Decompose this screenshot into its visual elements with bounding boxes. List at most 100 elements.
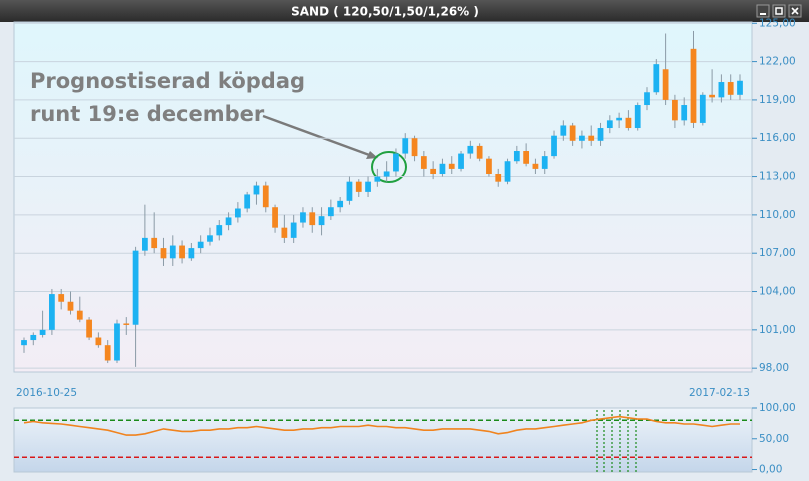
candle-body [95,337,102,346]
candle-body [606,120,613,129]
candle-body [169,245,176,259]
candle-body [179,245,185,259]
candle-body [39,329,46,335]
candle-body [114,323,120,361]
annotation-line: Prognostiserad köpdag [30,69,305,93]
candle-body [504,161,511,182]
candle-body [30,334,37,341]
y-tick-label: 113,00 [759,171,796,183]
candle-body [309,212,316,226]
candle-body [234,208,241,218]
candle-body [727,82,734,95]
annotation-line: runt 19:e december [30,102,265,126]
indicator-area [13,407,753,473]
candle-body [616,117,622,121]
annotation-arrow [262,114,373,158]
candle-body [662,69,669,100]
candle-body [374,176,381,182]
candle-body [76,310,83,320]
candle-body [346,181,353,201]
y-tick-label: 107,00 [759,247,796,259]
candle-body [672,99,678,121]
candle-body [420,156,427,169]
title-bar [0,0,809,22]
candle-body [569,125,576,141]
candle-body [467,145,474,154]
candle-body [476,145,483,159]
candle-body [513,151,520,162]
candle-body [634,105,641,129]
candle-body [551,135,557,157]
candle-body [393,153,399,172]
candle-body [262,185,269,208]
candle-body [253,185,260,195]
y-tick-label: 101,00 [759,324,796,336]
candle-body [337,200,344,208]
candle-body [597,128,604,141]
candle-body [188,248,195,259]
window-buttons[interactable] [756,4,802,18]
y-tick-label: 0,00 [759,464,782,476]
candle-body [690,48,697,123]
candle-body [458,153,464,169]
y-tick-label: 116,00 [759,132,796,144]
candle-body [272,207,278,228]
candle-body [290,222,297,238]
minimize-button[interactable] [756,4,770,18]
candle-body [67,301,74,311]
candle-body [104,345,111,361]
annotation: Prognostiserad köpdag runt 19:e december [30,69,407,183]
candle-body [142,237,148,251]
y-tick-label: 122,00 [759,56,796,68]
candle-body [709,94,715,98]
y-tick-label: 98,00 [759,362,789,374]
y-tick-label: 119,00 [759,94,796,106]
candle-body [430,168,437,175]
candle-body [653,64,660,93]
candle-body [86,319,92,338]
y-tick-label: 100,00 [759,402,796,414]
candle-body [225,217,232,226]
candle-body [197,241,204,249]
candle-body [281,227,288,238]
candle-body [123,323,130,325]
candle-body [448,163,455,169]
candle-body [58,294,65,302]
candle-body [365,181,371,192]
y-tick-label: 50,00 [759,433,789,445]
candle-body [318,216,325,226]
candle-body [699,94,706,123]
y-tick-label: 125,00 [759,17,796,29]
candle-body [579,135,585,141]
candle-body [625,117,632,129]
candle-body [588,135,595,141]
y-tick-label: 104,00 [759,286,796,298]
indicator-line [23,415,740,436]
candle-body [151,237,158,249]
candle-body [49,294,55,330]
candle-body [402,138,409,154]
candle-body [486,158,492,175]
candle-body [327,207,334,217]
candle-body [495,174,502,182]
candle-body [355,181,362,192]
candle-body [718,82,725,98]
candle-body [523,151,530,164]
candle-body [207,235,213,242]
x-tick-label: 2016-10-25 [16,387,77,399]
candle-body [132,250,139,325]
y-tick-label: 110,00 [759,209,796,221]
candle-body [737,80,743,95]
candle-body [160,248,167,259]
candle-body [560,125,567,136]
maximize-button[interactable] [772,4,786,18]
candle-body [383,171,390,177]
candle-body [21,340,27,346]
window-title: SAND ( 120,50/1,50/1,26% ) [291,5,479,19]
candle-body [681,105,688,121]
x-tick-label: 2017-02-13 [689,387,750,399]
candle-body [244,194,251,209]
candle-body [644,92,650,106]
candle-body [541,156,548,169]
